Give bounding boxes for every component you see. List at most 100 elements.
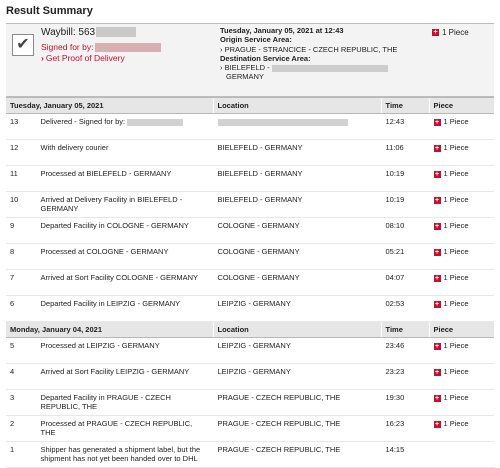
event-row: 5 Processed at LEIPZIG - GERMANY LEIPZIG -…	[6, 337, 494, 364]
arrow-right-icon: ›	[41, 53, 44, 63]
event-piece[interactable]: +1 Piece	[428, 295, 494, 322]
piece-column-header: Piece	[428, 321, 494, 338]
plus-icon: +	[433, 248, 441, 256]
plus-icon: +	[433, 196, 441, 204]
event-piece[interactable]: +1 Piece	[428, 389, 494, 416]
destination-label: Destination Service Area:	[220, 53, 311, 63]
event-description: Arrived at Sort Facility LEIPZIG - GERMA…	[35, 363, 213, 390]
event-location: BIELEFELD - GERMANY	[212, 165, 381, 192]
summary-piece-link[interactable]: +1 Piece	[432, 28, 469, 37]
piece-link-label[interactable]: 1 Piece	[443, 247, 469, 256]
event-location: LEIPZIG - GERMANY	[212, 295, 381, 322]
event-piece	[428, 441, 494, 468]
event-description: With delivery courier	[35, 139, 213, 166]
event-piece[interactable]: +1 Piece	[428, 415, 494, 442]
event-row: 6 Departed Facility in LEIPZIG - GERMANY L…	[6, 295, 494, 322]
shipment-summary: ✔ Waybill: 563 Signed for by: › Get Proof…	[6, 23, 494, 97]
redacted-location	[217, 118, 348, 126]
event-number: 4	[6, 363, 36, 390]
event-row: 4 Arrived at Sort Facility LEIPZIG - GERM…	[6, 363, 494, 390]
event-description: Departed Facility in PRAGUE - CZECH REPU…	[35, 389, 213, 416]
event-location: BIELEFELD - GERMANY	[212, 191, 381, 218]
event-time: 05:21	[380, 243, 429, 270]
summary-piece-label: 1 Piece	[442, 28, 469, 37]
origin-value: › PRAGUE - STRANCICE - CZECH REPUBLIC, T…	[220, 44, 398, 54]
event-time: 10:19	[380, 165, 429, 192]
piece-link-label[interactable]: 1 Piece	[443, 299, 469, 308]
event-piece[interactable]: +1 Piece	[428, 113, 494, 140]
event-time: 11:06	[380, 139, 429, 166]
event-row: 3 Departed Facility in PRAGUE - CZECH REP…	[6, 389, 494, 416]
event-number: 11	[6, 165, 36, 192]
redacted-signer	[127, 118, 184, 126]
event-time: 04:07	[380, 269, 429, 296]
event-number: 2	[6, 415, 36, 442]
event-location: PRAGUE - CZECH REPUBLIC, THE	[212, 415, 381, 442]
event-row: 11 Processed at BIELEFELD - GERMANY BIELEF…	[6, 165, 494, 192]
event-piece[interactable]: +1 Piece	[428, 243, 494, 270]
event-piece[interactable]: +1 Piece	[428, 217, 494, 244]
piece-link-label[interactable]: 1 Piece	[443, 393, 469, 402]
piece-link-label[interactable]: 1 Piece	[443, 195, 469, 204]
plus-icon: +	[433, 368, 441, 376]
event-number: 8	[6, 243, 36, 270]
event-number: 10	[6, 191, 36, 218]
event-number: 3	[6, 389, 36, 416]
destination-value: › BIELEFELD -	[220, 63, 426, 72]
event-row: 9 Departed Facility in COLOGNE - GERMANY C…	[6, 217, 494, 244]
event-piece[interactable]: +1 Piece	[428, 139, 494, 166]
piece-link-label[interactable]: 1 Piece	[443, 143, 469, 152]
event-location: LEIPZIG - GERMANY	[212, 337, 381, 364]
event-description: Shipper has generated a shipment label, …	[35, 441, 213, 468]
event-time: 14:15	[380, 441, 429, 468]
event-number: 13	[6, 113, 36, 140]
time-column-header: Time	[380, 321, 429, 338]
piece-link-label[interactable]: 1 Piece	[443, 169, 469, 178]
event-description: Processed at PRAGUE - CZECH REPUBLIC, TH…	[35, 415, 213, 442]
piece-link-label[interactable]: 1 Piece	[443, 341, 469, 350]
event-piece[interactable]: +1 Piece	[428, 191, 494, 218]
event-description: Departed Facility in COLOGNE - GERMANY	[35, 217, 213, 244]
event-number: 9	[6, 217, 36, 244]
event-location: COLOGNE - GERMANY	[212, 217, 381, 244]
event-piece[interactable]: +1 Piece	[428, 363, 494, 390]
waybill-label: Waybill:	[41, 27, 76, 38]
proof-of-delivery-link[interactable]: › Get Proof of Delivery	[41, 53, 125, 63]
event-number: 5	[6, 337, 36, 364]
piece-link-label[interactable]: 1 Piece	[443, 221, 469, 230]
event-row: 1 Shipper has generated a shipment label,…	[6, 441, 494, 468]
event-location: COLOGNE - GERMANY	[212, 269, 381, 296]
signed-for-label: Signed for by:	[41, 42, 94, 52]
piece-column-header: Piece	[428, 97, 494, 114]
plus-icon: +	[433, 300, 441, 308]
event-number: 1	[6, 441, 36, 468]
event-number: 6	[6, 295, 36, 322]
event-row: 7 Arrived at Sort Facility COLOGNE - GERM…	[6, 269, 494, 296]
event-number: 7	[6, 269, 36, 296]
event-piece[interactable]: +1 Piece	[428, 337, 494, 364]
destination-country: GERMANY	[226, 72, 264, 82]
event-time: 12:43	[380, 113, 429, 140]
event-row: 10 Arrived at Delivery Facility in BIELEF…	[6, 191, 494, 218]
event-description: Departed Facility in LEIPZIG - GERMANY	[35, 295, 213, 322]
plus-icon: +	[433, 342, 441, 350]
event-time: 10:19	[380, 191, 429, 218]
waybill-number: 563	[78, 27, 96, 38]
piece-link-label[interactable]: 1 Piece	[443, 273, 469, 282]
piece-link-label[interactable]: 1 Piece	[443, 367, 469, 376]
time-column-header: Time	[380, 97, 429, 114]
plus-icon: +	[433, 222, 441, 230]
redacted-waybill	[96, 27, 137, 38]
event-piece[interactable]: +1 Piece	[428, 269, 494, 296]
event-location: LEIPZIG - GERMANY	[212, 363, 381, 390]
service-area-info: Tuesday, January 05, 2021 at 12:43 Origi…	[220, 26, 426, 82]
piece-link-label[interactable]: 1 Piece	[443, 117, 469, 126]
event-time: 16:23	[380, 415, 429, 442]
event-time: 19:30	[380, 389, 429, 416]
event-row: 12 With delivery courier BIELEFELD - GERMA…	[6, 139, 494, 166]
event-piece[interactable]: +1 Piece	[428, 165, 494, 192]
event-description: Processed at COLOGNE - GERMANY	[35, 243, 213, 270]
event-time: 02:53	[380, 295, 429, 322]
piece-link-label[interactable]: 1 Piece	[443, 419, 469, 428]
plus-icon: +	[433, 170, 441, 178]
